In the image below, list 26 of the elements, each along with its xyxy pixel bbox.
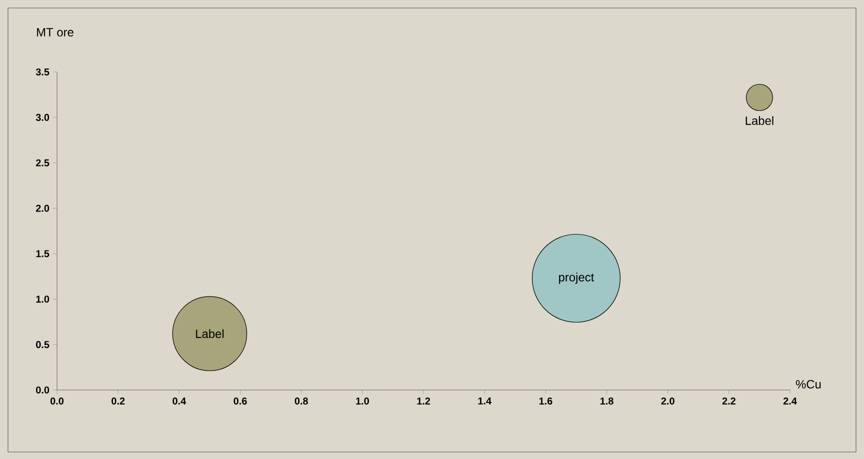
x-axis-title: %Cu [796,380,821,388]
y-tick-label: 0.5 [36,341,50,348]
y-tick-label: 1.5 [36,250,50,258]
y-tick-label: 2.0 [36,204,50,212]
x-tick-label: 0.0 [50,398,64,405]
x-tick-label: 0.6 [234,398,247,405]
y-tick-label: 0.0 [36,386,50,394]
y-tick-label: 1.0 [36,296,50,303]
annotation: Label [196,329,224,338]
x-tick-label: 1.4 [478,398,492,404]
x-tick-label: 1.0 [356,398,369,405]
y-axis-title: MT ore [37,28,74,36]
y-tick-label: 2.5 [36,159,50,166]
x-tick-label: 1.8 [600,398,614,405]
x-tick-label: 0.4 [172,398,186,405]
x-tick-label: 2.4 [783,398,797,404]
x-tick-label: 1.6 [539,398,552,405]
x-tick-label: 2.0 [661,398,674,405]
x-tick-label: 0.8 [294,398,308,405]
x-tick-label: 1.2 [417,398,430,404]
x-tick-label: 2.2 [722,398,736,404]
x-tick-label: 0.2 [112,398,125,405]
annotation: project [559,272,594,284]
y-tick-label: 3.0 [36,114,50,121]
annotation: Label [746,116,774,125]
y-tick-label: 3.5 [36,68,50,76]
